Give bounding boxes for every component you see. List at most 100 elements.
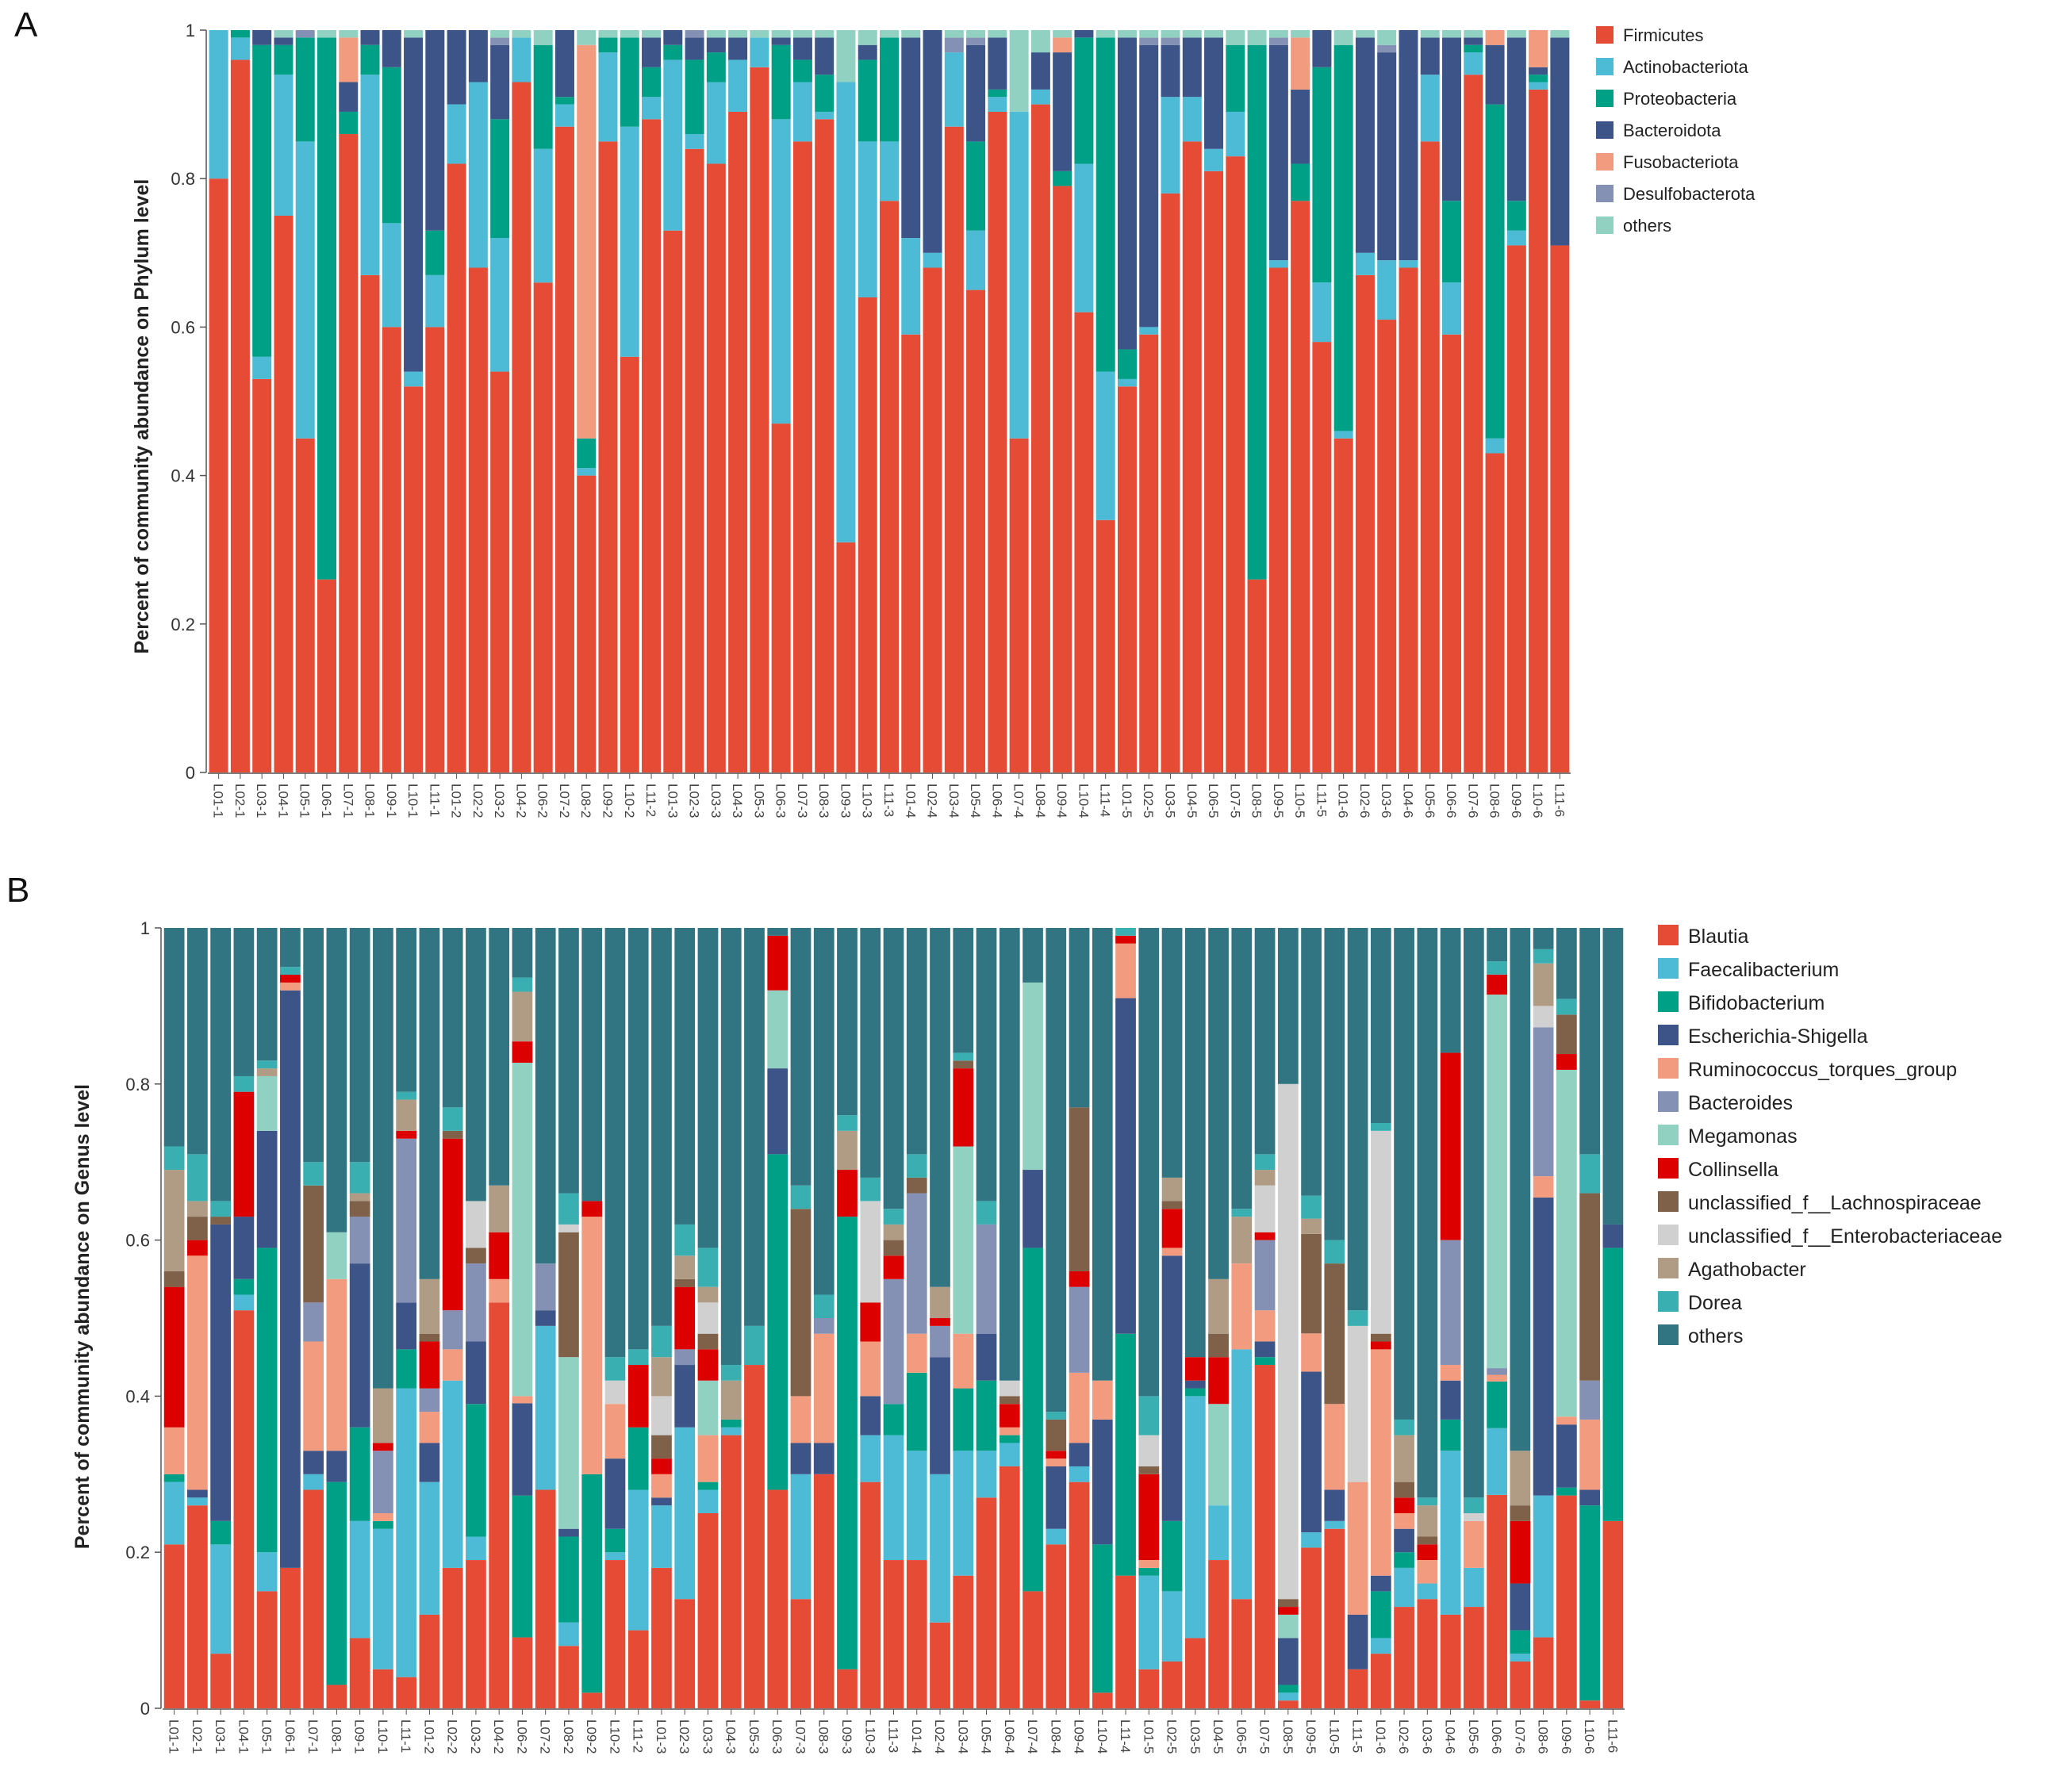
bar-segment-1-57-2: [1487, 1381, 1507, 1428]
bar-segment-1-23-0: [697, 1513, 719, 1708]
bar-segment-1-17-1: [558, 1622, 579, 1646]
bar-segment-0-38-1: [1030, 89, 1050, 105]
x-tick-label-0-1: L02-1: [232, 784, 247, 818]
bar-segment-0-0-1: [209, 30, 228, 179]
bar-segment-1-1-8: [187, 1217, 208, 1240]
bar-segment-1-35-11: [976, 1201, 997, 1225]
bar-segment-1-39-12: [1069, 928, 1090, 1108]
bar-segment-0-30-1: [858, 141, 877, 297]
bar-segment-0-37-0: [1009, 438, 1029, 772]
bar-segment-1-3-3: [233, 1217, 255, 1279]
bar-segment-0-10-3: [425, 30, 445, 231]
bar-segment-0-51-2: [1312, 67, 1332, 283]
bar-segment-0-62-0: [1550, 245, 1570, 772]
bar-segment-0-54-0: [1377, 320, 1397, 772]
bar-segment-1-43-2: [1161, 1520, 1183, 1592]
bar-segment-1-23-12: [697, 928, 719, 1248]
bar-segment-1-19-11: [604, 1357, 626, 1381]
bar-segment-0-52-0: [1333, 438, 1353, 772]
x-tick-label-1-30: L10-3: [862, 1719, 877, 1754]
x-tick-label-0-50: L10-5: [1292, 784, 1307, 818]
bar-segment-0-32-3: [901, 37, 921, 239]
x-tick-label-0-3: L04-1: [275, 784, 290, 818]
y-tick-label-1-5: 1: [140, 918, 150, 938]
bar-segment-0-54-5: [1377, 44, 1397, 53]
bar-segment-1-57-0: [1487, 1494, 1507, 1708]
bar-segment-1-48-1: [1277, 1692, 1299, 1701]
bar-segment-1-12-7: [442, 1138, 463, 1311]
bar-segment-0-48-2: [1247, 44, 1267, 580]
bar-segment-1-61-8: [1579, 1193, 1600, 1381]
bar-segment-0-33-3: [923, 30, 942, 253]
bar-segment-1-25-12: [744, 928, 765, 1326]
bar-segment-1-22-1: [674, 1427, 696, 1600]
bar-segment-1-4-1: [256, 1552, 278, 1592]
y-tick-label-0-4: 0.8: [171, 169, 195, 189]
bar-segment-1-9-4: [373, 1513, 393, 1521]
bar-segment-1-32-0: [906, 1560, 927, 1708]
bar-segment-1-18-2: [581, 1474, 603, 1693]
x-tick-label-1-29: L09-3: [839, 1719, 854, 1754]
bar-segment-0-25-6: [750, 30, 769, 38]
bar-segment-1-23-4: [697, 1435, 719, 1482]
bar-segment-1-56-9: [1463, 1513, 1484, 1521]
x-tick-label-0-29: L09-3: [838, 784, 853, 818]
legend-swatch-0-5: [1596, 185, 1613, 202]
bar-segment-1-39-0: [1069, 1481, 1090, 1708]
bar-segment-0-46-3: [1204, 37, 1224, 149]
bar-segment-0-58-2: [1464, 44, 1483, 53]
bar-segment-1-58-12: [1510, 928, 1531, 1451]
bar-segment-1-1-11: [187, 1154, 208, 1202]
bar-segment-1-31-5: [883, 1278, 904, 1405]
bar-segment-1-31-11: [883, 1209, 904, 1225]
bar-segment-1-59-0: [1533, 1637, 1554, 1708]
bar-segment-0-21-3: [663, 30, 683, 45]
bar-segment-0-44-1: [1161, 97, 1180, 194]
bar-segment-1-14-4: [489, 1278, 510, 1303]
bar-segment-1-10-10: [396, 1099, 417, 1131]
bar-segment-0-2-1: [252, 356, 272, 379]
bar-segment-1-42-2: [1138, 1567, 1160, 1576]
bar-segment-0-14-0: [512, 82, 531, 772]
bar-segment-0-51-1: [1312, 282, 1332, 343]
bar-segment-1-21-4: [651, 1474, 672, 1498]
bar-segment-0-3-6: [274, 30, 294, 38]
bar-segment-1-39-3: [1069, 1443, 1090, 1466]
bar-segment-1-56-12: [1463, 928, 1484, 1498]
bar-segment-1-33-3: [930, 1357, 950, 1474]
x-tick-label-0-9: L10-1: [405, 784, 420, 818]
bar-segment-1-60-2: [1556, 1487, 1577, 1496]
bar-segment-0-35-2: [966, 141, 986, 231]
bar-segment-1-9-5: [373, 1451, 393, 1513]
bar-segment-1-32-8: [906, 1177, 927, 1194]
bar-segment-1-42-11: [1138, 1396, 1160, 1435]
x-tick-label-0-16: L07-2: [557, 784, 572, 818]
bar-segment-0-14-6: [512, 30, 531, 38]
bar-segment-1-47-0: [1254, 1365, 1276, 1708]
bar-segment-1-38-1: [1046, 1528, 1067, 1545]
bar-segment-0-20-1: [642, 97, 662, 120]
bar-segment-0-19-6: [620, 30, 639, 38]
bar-segment-1-17-11: [558, 1193, 579, 1225]
bar-segment-1-2-8: [210, 1217, 231, 1225]
bar-segment-0-22-0: [685, 148, 704, 772]
x-tick-label-0-55: L04-6: [1400, 784, 1415, 818]
bar-segment-1-46-1: [1231, 1349, 1253, 1600]
bar-segment-0-59-0: [1485, 453, 1505, 772]
bar-segment-0-52-1: [1333, 431, 1353, 439]
bar-segment-1-41-7: [1115, 935, 1136, 944]
bar-segment-1-45-12: [1208, 928, 1229, 1279]
bar-segment-0-10-0: [425, 327, 445, 772]
bar-segment-0-36-2: [988, 89, 1007, 98]
x-tick-label-0-5: L06-1: [319, 784, 334, 818]
bar-segment-0-61-0: [1529, 89, 1548, 772]
bar-segment-1-39-5: [1069, 1286, 1090, 1373]
bar-segment-1-32-2: [906, 1372, 927, 1451]
bar-segment-1-45-8: [1208, 1333, 1229, 1358]
x-tick-label-1-57: L06-6: [1489, 1719, 1504, 1754]
bar-segment-1-27-4: [790, 1396, 812, 1443]
bar-segment-1-53-3: [1394, 1528, 1414, 1553]
bar-segment-1-15-7: [512, 1041, 533, 1063]
y-tick-label-0-3: 0.6: [171, 317, 195, 337]
x-tick-label-1-25: L05-3: [746, 1719, 762, 1754]
